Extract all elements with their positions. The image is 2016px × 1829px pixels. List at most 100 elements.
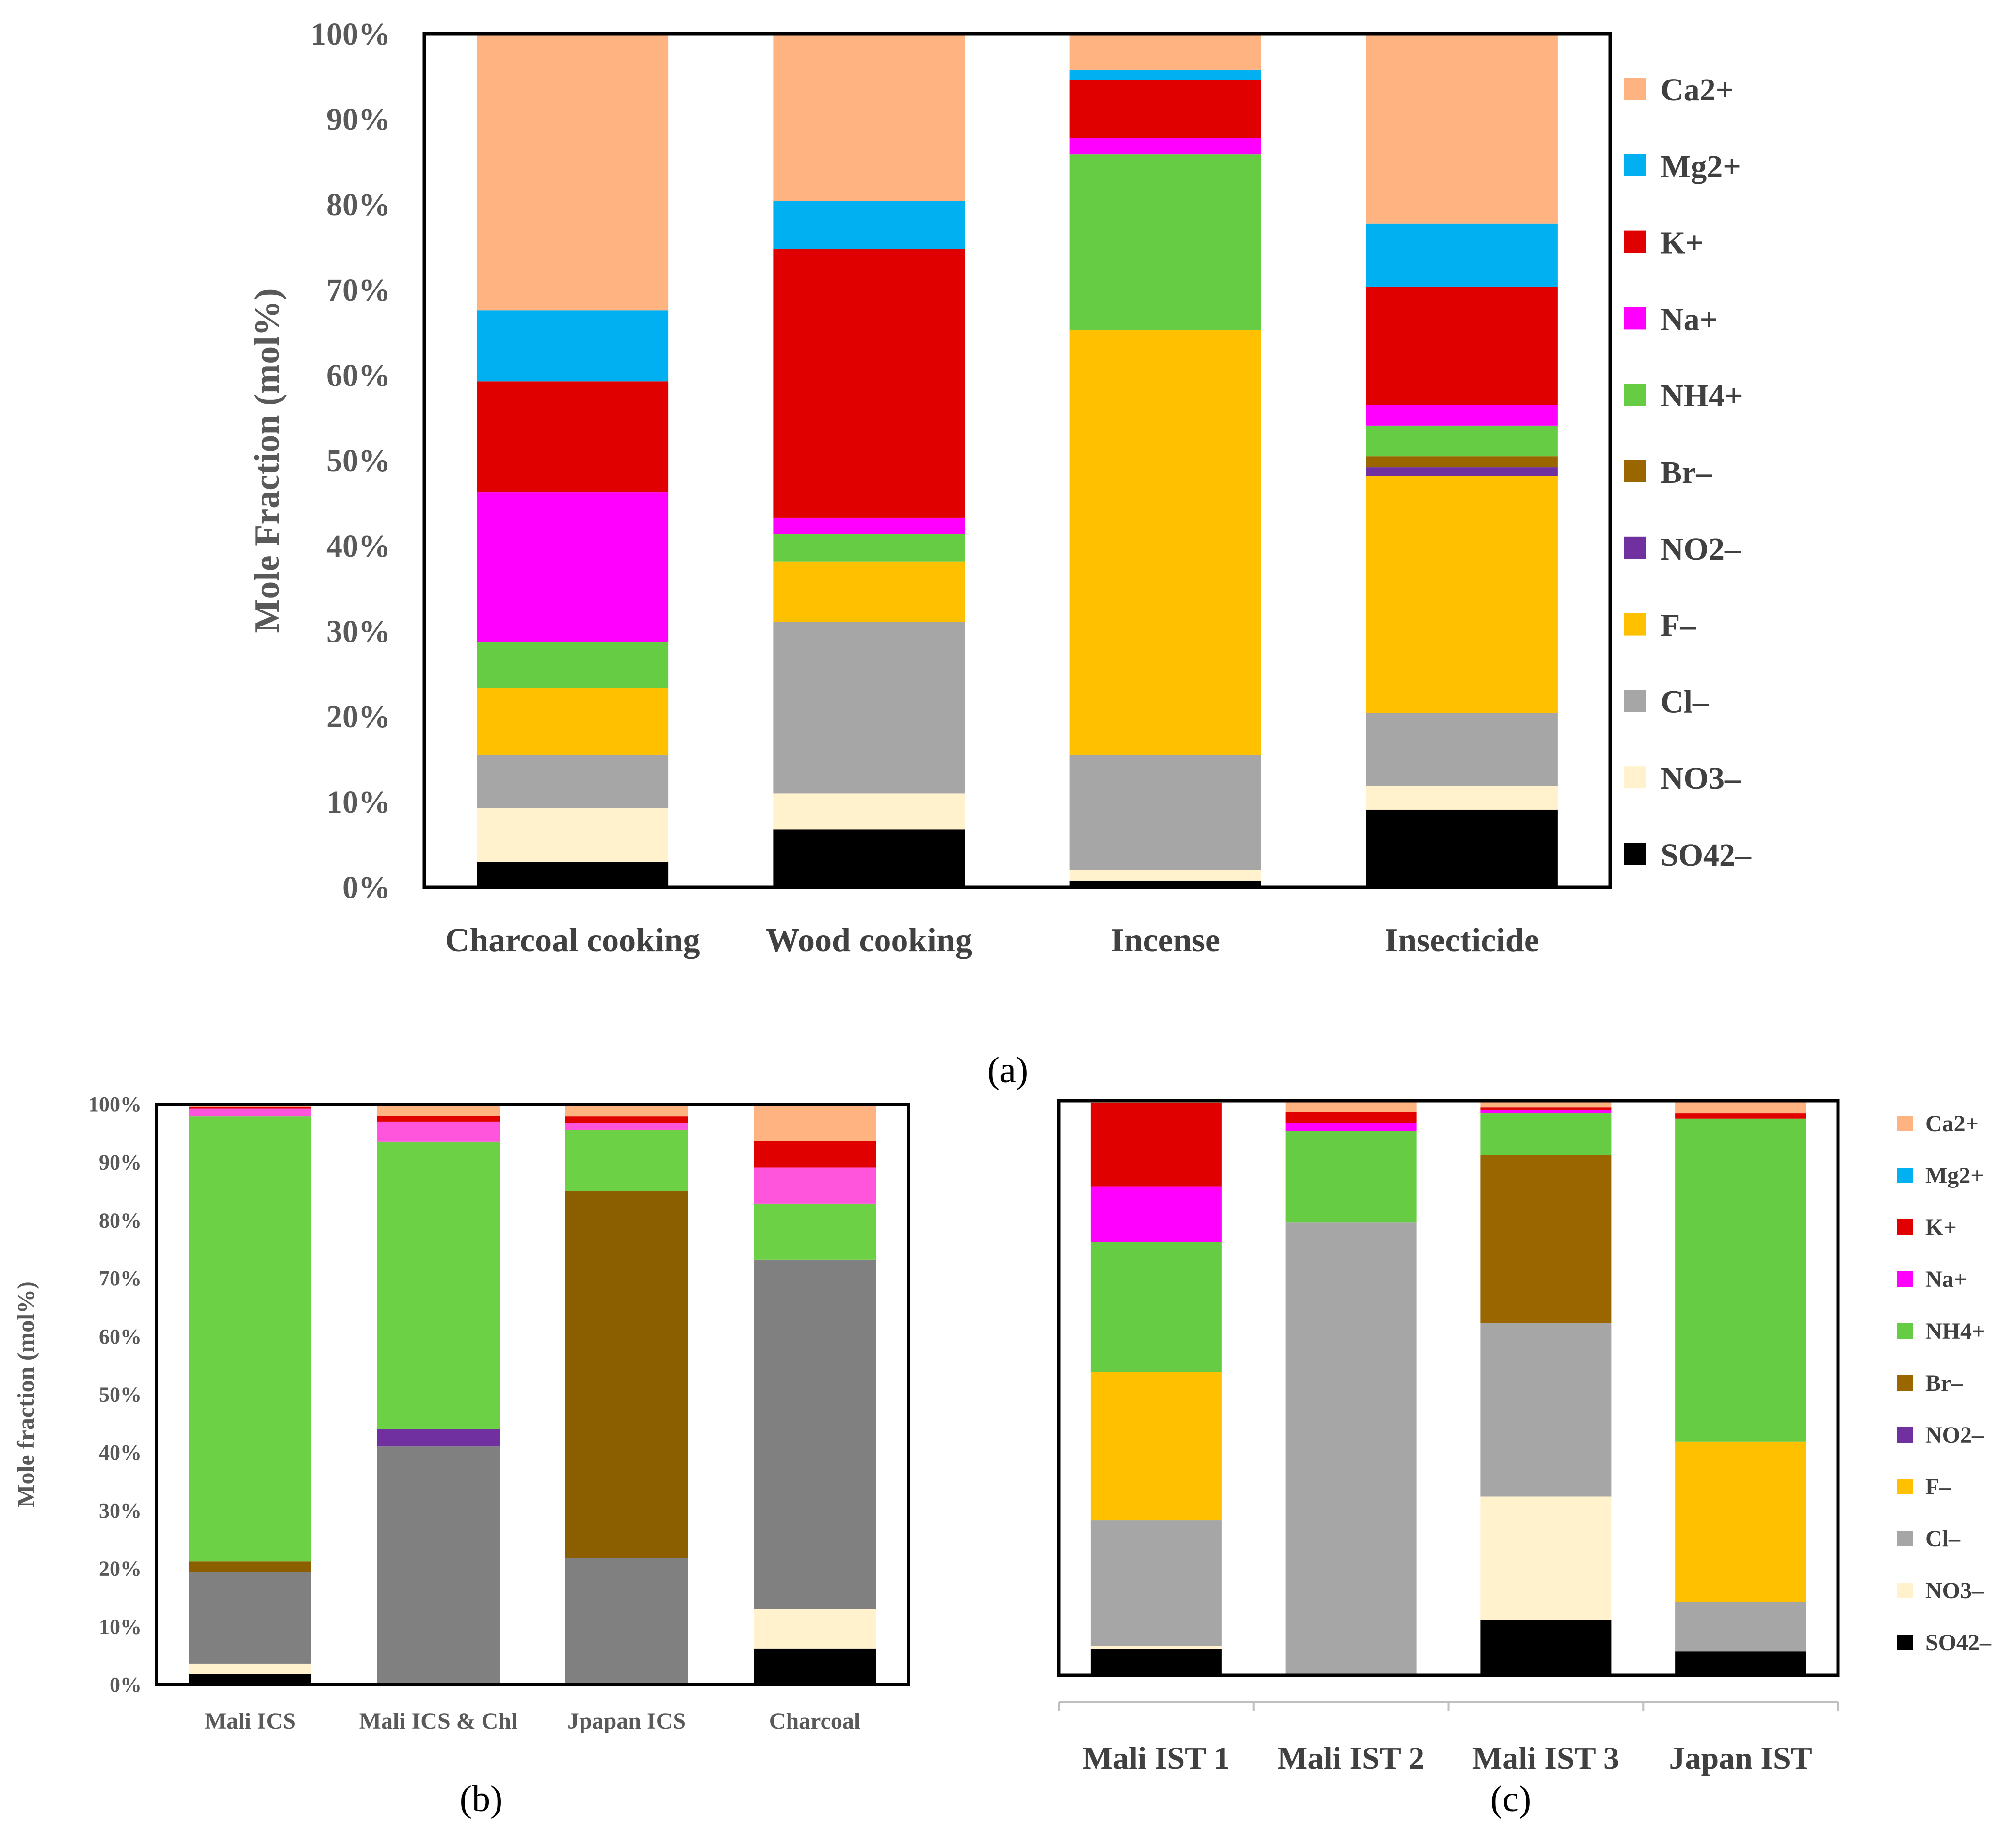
category-label-incense: Incense [1111, 922, 1220, 959]
category-label-mali-ics-and-chl: Mali ICS & Chl [359, 1708, 518, 1734]
legend-label-clminus: Cl– [1925, 1526, 1961, 1552]
bar-segment-mali-ics-and-chl-clminus [377, 1446, 500, 1685]
legend-label-fminus: F– [1661, 608, 1696, 643]
legend-label-no2minus: NO2– [1925, 1422, 1984, 1448]
category-label-japan-ist: Japan IST [1669, 1741, 1812, 1776]
y-tick-label: 30% [99, 1499, 142, 1523]
category-label-insecticide: Insecticide [1385, 922, 1539, 959]
legend-swatch-no2minus [1624, 536, 1646, 559]
bar-segment-mali-ist-3-clminus [1480, 1323, 1612, 1497]
bar-segment-charcoal-so42minus [754, 1648, 876, 1685]
y-tick-label: 70% [326, 273, 390, 308]
bar-segment-insecticide-no3minus [1366, 786, 1558, 810]
bar-segment-mali-ics-so42minus [189, 1674, 311, 1685]
bar-segment-jpapan-ics-nh4plus [565, 1130, 688, 1191]
bar-segment-wood-cooking-ca2plus [773, 34, 965, 201]
bar-segment-wood-cooking-clminus [773, 622, 965, 794]
bar-segment-mali-ist-3-naplus [1480, 1109, 1612, 1114]
legend-swatch-brminus [1897, 1375, 1913, 1391]
legend-swatch-so42minus [1897, 1635, 1913, 1650]
legend-label-naplus: Na+ [1661, 302, 1718, 337]
y-tick-label: 50% [99, 1383, 142, 1407]
bar-segment-charcoal-cooking-so42minus [477, 862, 669, 887]
y-tick-label: 30% [326, 614, 390, 649]
bar-segment-incense-clminus [1069, 755, 1261, 870]
y-tick-label: 90% [326, 102, 390, 137]
bar-segment-mali-ist-1-naplus [1090, 1186, 1222, 1242]
bar-segment-jpapan-ics-brminus [565, 1191, 688, 1558]
y-tick-label: 20% [326, 699, 390, 735]
y-tick-label: 40% [326, 529, 390, 564]
bar-segment-insecticide-ca2plus [1366, 34, 1558, 224]
bar-segment-mali-ist-2-clminus [1285, 1222, 1417, 1675]
category-label-mali-ist-2: Mali IST 2 [1277, 1741, 1424, 1776]
bar-segment-mali-ist-2-nh4plus [1285, 1131, 1417, 1223]
bar-segment-wood-cooking-no3minus [773, 793, 965, 830]
panel-a: 0% 10% 20% 30% 40% 50% 60% 70% 80% 90% 100% Mole Fr… [247, 16, 1752, 959]
legend-label-so42minus: SO42– [1661, 837, 1752, 873]
legend-swatch-nh4plus [1897, 1323, 1913, 1339]
bar-segment-charcoal-cooking-fminus [477, 688, 669, 755]
bar-segment-mali-ist-3-brminus [1480, 1155, 1612, 1323]
bar-segment-charcoal-no3minus [754, 1609, 876, 1649]
bar-segment-charcoal-ca2plus [754, 1104, 876, 1141]
bar-segment-mali-ics-no3minus [189, 1663, 311, 1674]
legend-label-ca2plus: Ca2+ [1661, 72, 1734, 108]
legend-label-ca2plus: Ca2+ [1925, 1111, 1979, 1137]
y-tick-label: 100% [88, 1092, 142, 1116]
bar-segment-charcoal-clminus [754, 1259, 876, 1609]
bar-segment-incense-fminus [1069, 330, 1261, 755]
y-tick-label: 0% [342, 870, 390, 905]
legend-label-brminus: Br– [1925, 1370, 1963, 1396]
legend-swatch-naplus [1624, 307, 1646, 330]
bar-segment-wood-cooking-so42minus [773, 829, 965, 887]
bar-segment-insecticide-brminus [1366, 456, 1558, 468]
legend-label-kplus: K+ [1661, 225, 1704, 261]
bar-segment-mali-ics-and-chl-ca2plus [377, 1104, 500, 1116]
bar-segment-jpapan-ics-ca2plus [565, 1104, 688, 1117]
legend-label-kplus: K+ [1925, 1215, 1957, 1240]
legend-label-mg2plus: Mg2+ [1925, 1163, 1984, 1188]
panel-label-c: (c) [1490, 1779, 1531, 1819]
bar-segment-mali-ist-1-nh4plus [1090, 1242, 1222, 1372]
y-tick-label: 40% [99, 1441, 142, 1464]
y-tick-label: 50% [326, 443, 390, 479]
category-label-mali-ist-3: Mali IST 3 [1472, 1741, 1619, 1776]
category-label-wood-cooking: Wood cooking [766, 922, 972, 959]
bar-segment-wood-cooking-naplus [773, 517, 965, 534]
bar-segment-mali-ist-1-so42minus [1090, 1649, 1222, 1675]
bar-segment-mali-ics-and-chl-no2minus [377, 1429, 500, 1447]
bar-segment-mali-ics-brminus [189, 1561, 311, 1572]
bar-segment-jpapan-ics-naplus [565, 1123, 688, 1130]
plot-frame [155, 1103, 910, 1686]
bar-segment-charcoal-cooking-no3minus [477, 808, 669, 862]
bar-segment-charcoal-cooking-naplus [477, 492, 669, 642]
legend-label-naplus: Na+ [1925, 1267, 1967, 1292]
y-tick-label: 80% [326, 187, 390, 223]
legend-label-brminus: Br– [1661, 455, 1712, 490]
bar-segment-insecticide-no2minus [1366, 467, 1558, 476]
legend-swatch-kplus [1624, 230, 1646, 253]
bar-segment-mali-ist-1-clminus [1090, 1520, 1222, 1646]
legend-label-mg2plus: Mg2+ [1661, 149, 1741, 184]
y-axis-label: Mole Fraction (mol%) [247, 289, 287, 633]
bar-segment-mali-ics-naplus [189, 1108, 311, 1117]
bar-segment-incense-no3minus [1069, 870, 1261, 881]
bar-segment-mali-ist-3-nh4plus [1480, 1113, 1612, 1155]
legend-label-no3minus: NO3– [1925, 1578, 1984, 1604]
legend-swatch-ca2plus [1897, 1116, 1913, 1131]
panel-label-b: (b) [460, 1779, 503, 1819]
legend-swatch-clminus [1897, 1531, 1913, 1546]
bar-segment-mali-ist-2-kplus [1285, 1112, 1417, 1123]
legend-swatch-nh4plus [1624, 384, 1646, 406]
bar-segment-incense-ca2plus [1069, 34, 1261, 70]
bar-segment-japan-ist-kplus [1675, 1113, 1806, 1119]
bar-segment-incense-nh4plus [1069, 154, 1261, 330]
plot-frame [422, 32, 1612, 889]
bar-segment-mali-ist-3-no3minus [1480, 1496, 1612, 1620]
bar-segment-incense-mg2plus [1069, 69, 1261, 80]
bar-segment-wood-cooking-fminus [773, 561, 965, 622]
legend-label-so42minus: SO42– [1925, 1630, 1992, 1655]
bar-segment-insecticide-nh4plus [1366, 425, 1558, 457]
panel-c: Mali IST 1 Mali IST 2 Mali IST 3 Japan IST C… [1057, 1099, 1992, 1776]
